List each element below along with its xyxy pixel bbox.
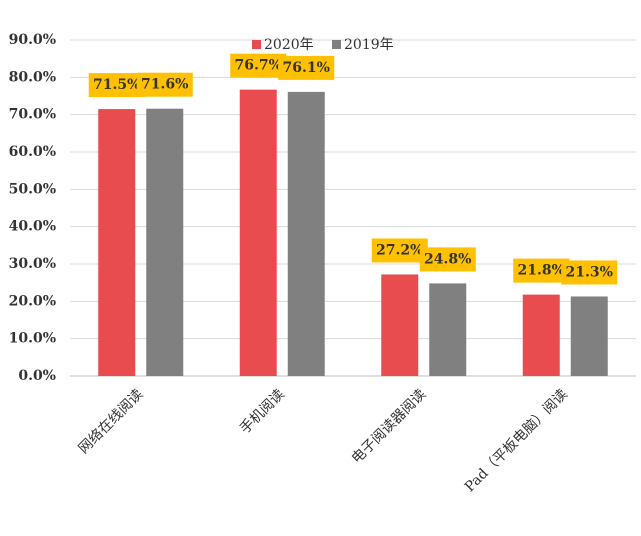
bar bbox=[287, 91, 325, 376]
value-label: 76.7% bbox=[235, 58, 282, 74]
y-tick-label: 30.0% bbox=[9, 256, 56, 272]
value-label-box bbox=[88, 73, 145, 98]
x-tick-label: Pad（平板电脑）阅读 bbox=[461, 386, 571, 496]
value-label-box bbox=[371, 238, 428, 263]
value-label: 71.5% bbox=[93, 77, 140, 93]
y-tick-label: 40.0% bbox=[9, 219, 56, 235]
bar bbox=[239, 89, 277, 377]
y-tick-label: 60.0% bbox=[9, 144, 56, 160]
legend-label: 2019年 bbox=[344, 37, 394, 53]
value-label-box bbox=[419, 247, 476, 272]
y-tick-label: 80.0% bbox=[9, 69, 56, 85]
x-tick-label: 电子阅读器阅读 bbox=[348, 386, 429, 467]
value-label: 76.1% bbox=[283, 60, 330, 76]
y-tick-label: 90.0% bbox=[9, 32, 56, 48]
bar bbox=[522, 294, 560, 376]
y-tick-label: 70.0% bbox=[9, 107, 56, 123]
y-tick-label: 10.0% bbox=[9, 331, 56, 347]
value-label-box bbox=[561, 260, 618, 285]
y-tick-label: 20.0% bbox=[9, 293, 56, 309]
value-label: 71.6% bbox=[141, 77, 188, 93]
value-label-box bbox=[513, 258, 570, 283]
value-label-box bbox=[136, 72, 193, 97]
bar bbox=[381, 274, 419, 376]
value-label-box bbox=[278, 55, 335, 80]
value-label-box bbox=[230, 53, 287, 78]
value-label: 21.3% bbox=[566, 264, 613, 280]
bar bbox=[570, 296, 608, 376]
legend-swatch bbox=[332, 40, 341, 49]
value-label: 27.2% bbox=[376, 242, 423, 258]
y-tick-label: 0.0% bbox=[18, 368, 56, 384]
bar bbox=[429, 283, 467, 376]
bar bbox=[146, 108, 184, 377]
value-label: 24.8% bbox=[424, 251, 471, 267]
value-label: 21.8% bbox=[518, 263, 565, 279]
legend-swatch bbox=[252, 40, 261, 49]
bar bbox=[98, 109, 136, 377]
x-tick-label: 网络在线阅读 bbox=[75, 386, 146, 457]
legend-label: 2020年 bbox=[264, 37, 314, 53]
x-tick-label: 手机阅读 bbox=[236, 386, 288, 438]
y-tick-label: 50.0% bbox=[9, 181, 56, 197]
